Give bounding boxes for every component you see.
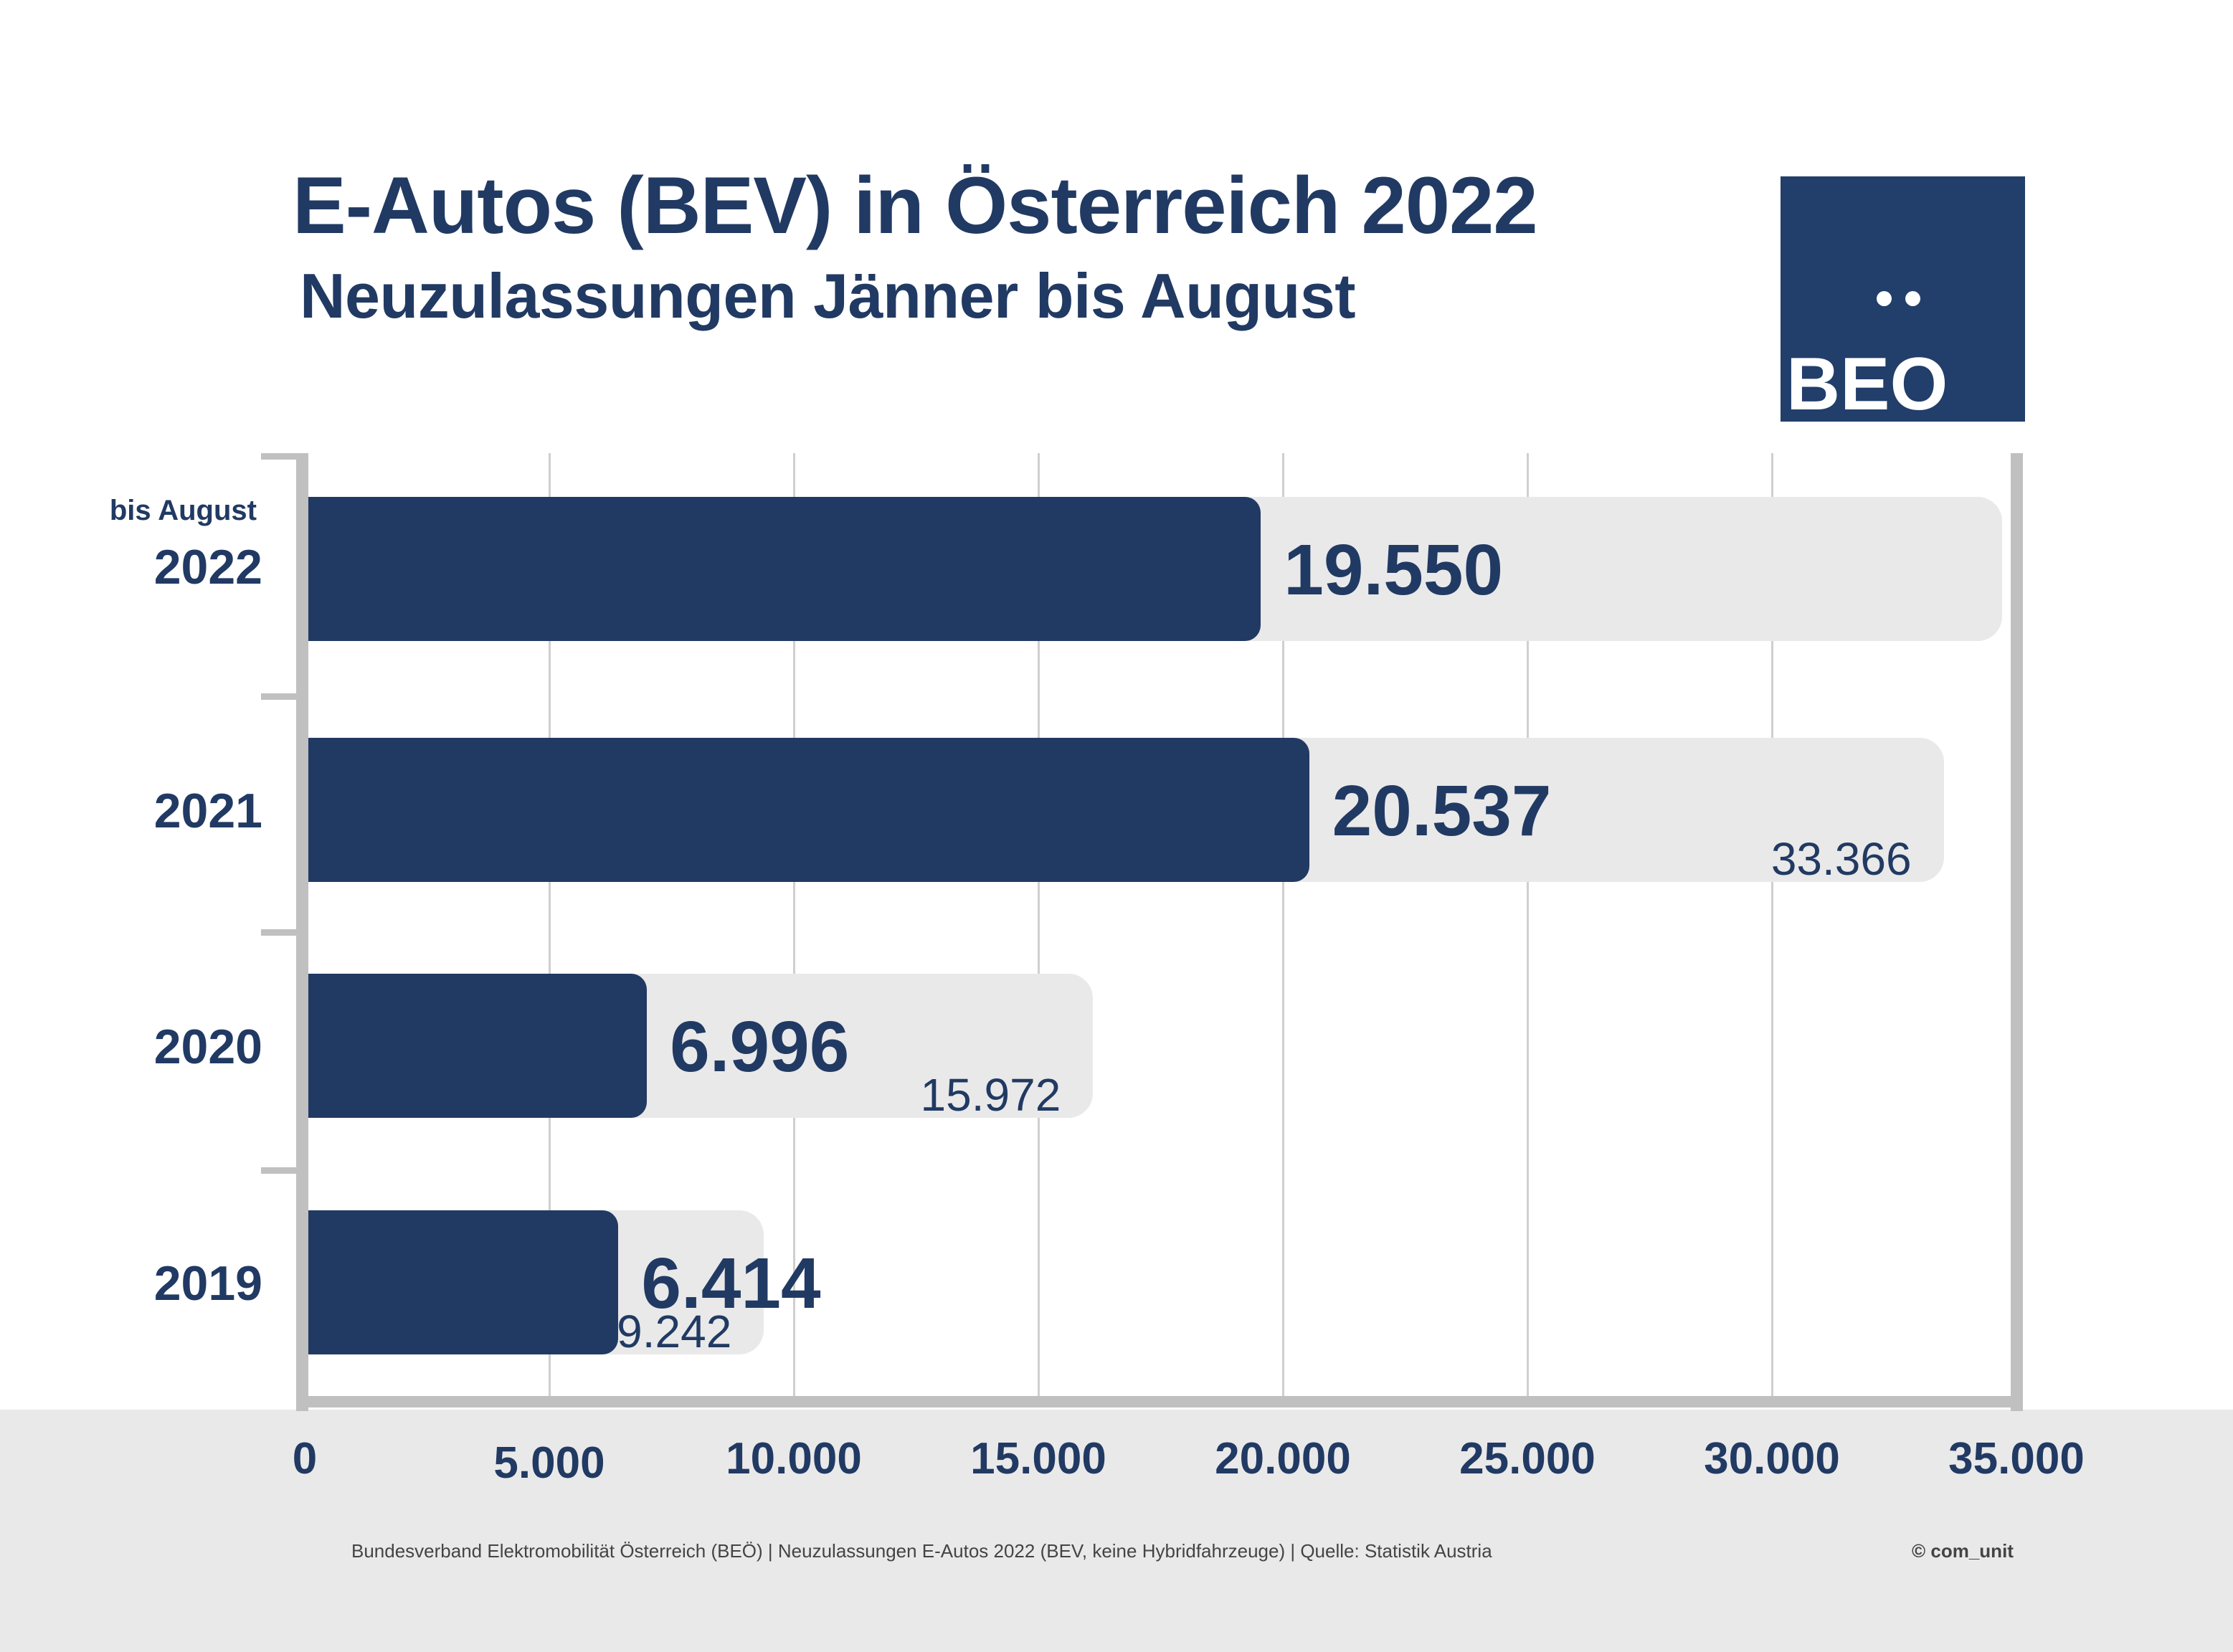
y-tick	[261, 929, 300, 936]
x-axis-line	[296, 1396, 2023, 1407]
x-tick-label: 15.000	[970, 1434, 1106, 1484]
category-label: 2022	[153, 540, 262, 594]
gridline	[793, 453, 795, 1401]
value-label: 6.414	[641, 1243, 821, 1324]
chart-title: E-Autos (BEV) in Österreich 2022	[293, 161, 1538, 250]
category-label: 2019	[153, 1256, 262, 1311]
logo-text: BEO	[1786, 343, 1948, 426]
chart-subtitle: Neuzulassungen Jänner bis August	[300, 260, 1356, 331]
x-tick-label: 0	[292, 1434, 318, 1484]
x-tick-label: 35.000	[1948, 1434, 2085, 1484]
category-label: 2021	[153, 784, 262, 838]
full-year-label: 33.366	[1770, 833, 1912, 885]
logo-umlaut-dot	[1877, 291, 1892, 306]
gridline	[1282, 453, 1284, 1401]
gridline	[1527, 453, 1529, 1401]
category-note: bis August	[109, 495, 257, 526]
gridline	[1771, 453, 1773, 1401]
x-tick-label: 20.000	[1215, 1434, 1351, 1484]
bar-2020	[305, 974, 648, 1118]
x-tick-label: 30.000	[1704, 1434, 1840, 1484]
value-label: 20.537	[1332, 771, 1552, 851]
bar-2021	[305, 738, 1309, 882]
x-tick-label: 25.000	[1459, 1434, 1596, 1484]
gridline	[549, 453, 551, 1401]
y-tick	[261, 1167, 300, 1174]
full-year-label: 15.972	[920, 1069, 1061, 1121]
gridline	[1038, 453, 1040, 1401]
bar-2019	[305, 1210, 619, 1354]
beo-logo: BEO	[1781, 176, 2025, 422]
bar-2022	[305, 497, 1261, 641]
y-tick	[261, 453, 300, 460]
value-label: 19.550	[1284, 530, 1504, 610]
value-label: 6.996	[670, 1007, 850, 1087]
full-year-label: 9.242	[617, 1306, 732, 1357]
footer-band	[0, 1410, 2233, 1652]
logo-umlaut-dot	[1905, 291, 1920, 306]
x-tick-label: 10.000	[726, 1434, 862, 1484]
source-note: Bundesverband Elektromobilität Österreic…	[351, 1540, 1492, 1562]
copyright: © com_unit	[1912, 1540, 2014, 1562]
category-label: 2020	[153, 1020, 262, 1074]
right-axis-line	[2011, 453, 2023, 1411]
x-tick-label: 5.000	[493, 1438, 605, 1488]
y-tick	[261, 693, 300, 700]
